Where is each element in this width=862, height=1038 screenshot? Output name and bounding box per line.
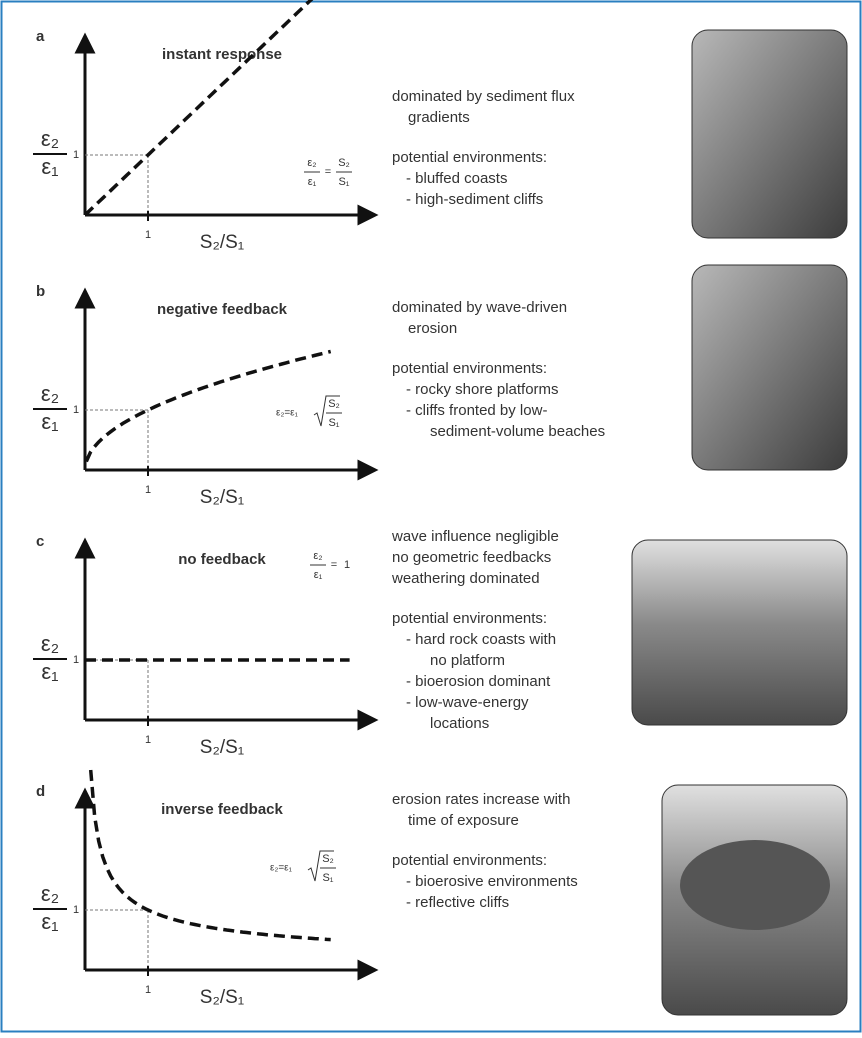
x-tick-label: 1 — [145, 484, 151, 496]
eq-lhs: ε₂=ε₁ — [270, 863, 293, 874]
environment-line: - bioerosive environments — [406, 873, 578, 890]
environment-line: sediment-volume beaches — [430, 423, 605, 440]
environment-line: locations — [430, 715, 489, 732]
eq-num: S₂ — [328, 398, 340, 410]
environments-heading: potential environments: — [392, 852, 547, 869]
y-label-den: ε₁ — [41, 659, 58, 684]
description-line: gradients — [408, 109, 470, 126]
environment-line: - low-wave-energy — [406, 694, 529, 711]
x-label: S₂/S₁ — [200, 737, 244, 758]
environment-line: - hard rock coasts with — [406, 631, 556, 648]
panel-label: b — [36, 283, 45, 300]
panel-title: negative feedback — [157, 301, 288, 318]
y-label-num: ε₂ — [41, 381, 59, 406]
y-label-den: ε₁ — [41, 154, 58, 179]
photo — [692, 265, 847, 470]
environments-heading: potential environments: — [392, 149, 547, 166]
environment-line: - reflective cliffs — [406, 894, 509, 911]
panel-title: inverse feedback — [161, 801, 283, 818]
environment-line: - high-sediment cliffs — [406, 191, 543, 208]
eq-den: ε₁ — [308, 176, 317, 188]
description-line: dominated by sediment flux — [392, 88, 575, 105]
y-label-num: ε₂ — [41, 631, 59, 656]
eq-rhs: 1 — [344, 559, 350, 571]
eq-num: S₂ — [322, 853, 334, 865]
eq-den: S₁ — [328, 417, 339, 429]
x-tick-label: 1 — [145, 984, 151, 996]
description-line: dominated by wave-driven — [392, 299, 567, 316]
x-label: S₂/S₁ — [200, 232, 244, 253]
panel-label: a — [36, 28, 45, 45]
panel-label: d — [36, 783, 45, 800]
eq-equals: = — [331, 559, 337, 571]
y-tick-label: 1 — [73, 904, 79, 916]
photo-rock — [680, 840, 830, 930]
description-line: time of exposure — [408, 812, 519, 829]
environment-line: no platform — [430, 652, 505, 669]
eq-den: S₁ — [338, 176, 349, 188]
eq-den: ε₁ — [314, 569, 323, 581]
x-label: S₂/S₁ — [200, 987, 244, 1008]
eq-lhs: ε₂=ε₁ — [276, 408, 299, 419]
eq-equals: = — [325, 166, 331, 178]
y-tick-label: 1 — [73, 149, 79, 161]
y-label-den: ε₁ — [41, 409, 58, 434]
environment-line: - rocky shore platforms — [406, 381, 559, 398]
panel-title: instant response — [162, 46, 282, 63]
description-line: wave influence negligible — [391, 528, 559, 545]
environment-line: - cliffs fronted by low- — [406, 402, 547, 419]
y-label-num: ε₂ — [41, 126, 59, 151]
environments-heading: potential environments: — [392, 360, 547, 377]
x-tick-label: 1 — [145, 229, 151, 241]
y-tick-label: 1 — [73, 404, 79, 416]
x-label: S₂/S₁ — [200, 487, 244, 508]
panel-title: no feedback — [178, 551, 266, 568]
description-line: no geometric feedbacks — [392, 549, 551, 566]
description-line: weathering dominated — [391, 570, 540, 587]
photo — [692, 30, 847, 238]
description-line: erosion rates increase with — [392, 791, 570, 808]
figure: a instant response 1 1 ε₂ ε₁ S₂/S₁ ε₂ ε₁ = S₂ S₁ dom… — [0, 0, 862, 1033]
eq-num: ε₂ — [313, 550, 322, 562]
y-label-num: ε₂ — [41, 881, 59, 906]
panel-label: c — [36, 533, 44, 550]
eq-num: ε₂ — [307, 157, 316, 169]
photo — [632, 540, 847, 725]
description-line: erosion — [408, 320, 457, 337]
eq-den: S₁ — [322, 872, 333, 884]
environment-line: - bioerosion dominant — [406, 673, 551, 690]
y-tick-label: 1 — [73, 654, 79, 666]
eq-num: S₂ — [338, 157, 350, 169]
x-tick-label: 1 — [145, 734, 151, 746]
environments-heading: potential environments: — [392, 610, 547, 627]
y-label-den: ε₁ — [41, 909, 58, 934]
environment-line: - bluffed coasts — [406, 170, 507, 187]
